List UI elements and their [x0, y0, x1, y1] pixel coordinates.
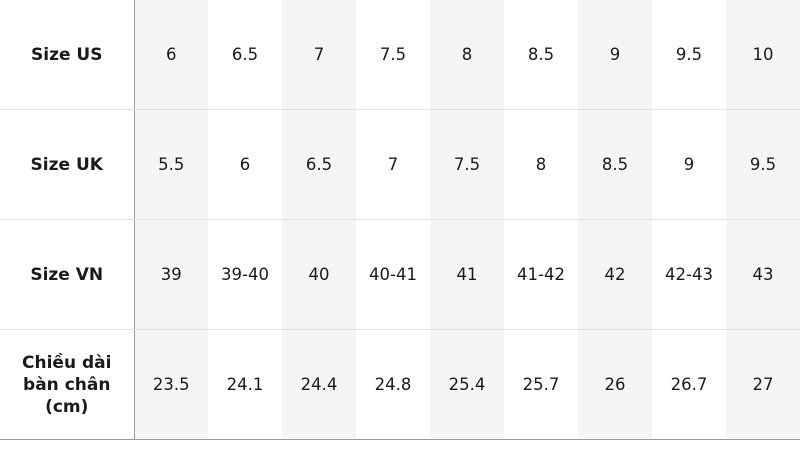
table-cell: 40 [282, 219, 356, 330]
table-cell: 24.8 [356, 329, 430, 440]
table-cell: 9.5 [652, 0, 726, 110]
table-cell: 23.5 [134, 329, 208, 440]
table-cell: 26 [578, 329, 652, 440]
table-cell: 42 [578, 219, 652, 330]
table-cell: 9 [578, 0, 652, 110]
table-cell: 8 [430, 0, 504, 110]
table-cell: 26.7 [652, 329, 726, 440]
table-cell: 25.7 [504, 329, 578, 440]
table-cell: 6.5 [208, 0, 282, 110]
table-row: Size US 6 6.5 7 7.5 8 8.5 9 9.5 10 [0, 0, 800, 110]
row-label: Chiều dài bàn chân (cm) [0, 329, 135, 440]
table-cell: 7 [282, 0, 356, 110]
row-label: Size VN [0, 219, 135, 330]
table-cell: 39 [134, 219, 208, 330]
table-cell: 6 [134, 0, 208, 110]
table-cell: 6 [208, 109, 282, 220]
table-cell: 5.5 [134, 109, 208, 220]
table-cell: 8.5 [504, 0, 578, 110]
table-cell: 43 [726, 219, 800, 330]
table-cell: 7.5 [356, 0, 430, 110]
table-cell: 10 [726, 0, 800, 110]
table-cell: 9.5 [726, 109, 800, 220]
table-cell: 7.5 [430, 109, 504, 220]
table-cell: 7 [356, 109, 430, 220]
table-cell: 27 [726, 329, 800, 440]
table-cell: 41 [430, 219, 504, 330]
table-cell: 41-42 [504, 219, 578, 330]
table-cell: 40-41 [356, 219, 430, 330]
table-cell: 42-43 [652, 219, 726, 330]
size-chart-table: Size US 6 6.5 7 7.5 8 8.5 9 9.5 10 Size UK 5.5 6 6.5 7… [0, 0, 800, 440]
table-cell: 8 [504, 109, 578, 220]
row-label: Size UK [0, 109, 135, 220]
table-row: Size VN 39 39-40 40 40-41 41 41-42 42 42-43 43 [0, 219, 800, 330]
table-cell: 9 [652, 109, 726, 220]
table-cell: 24.1 [208, 329, 282, 440]
table-cell: 6.5 [282, 109, 356, 220]
table-cell: 25.4 [430, 329, 504, 440]
table-cell: 8.5 [578, 109, 652, 220]
table-cell: 24.4 [282, 329, 356, 440]
table-row: Chiều dài bàn chân (cm) 23.5 24.1 24.4 24.8 2… [0, 329, 800, 440]
table-row: Size UK 5.5 6 6.5 7 7.5 8 8.5 9 9.5 [0, 109, 800, 220]
row-label: Size US [0, 0, 135, 110]
table-cell: 39-40 [208, 219, 282, 330]
